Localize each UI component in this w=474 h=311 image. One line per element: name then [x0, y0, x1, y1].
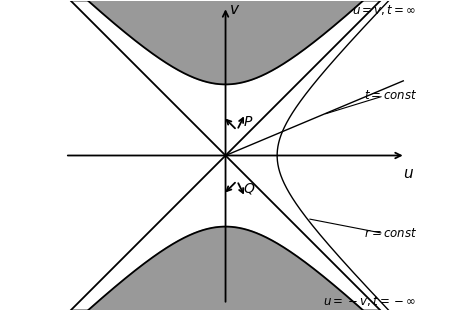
- Text: $t=const$: $t=const$: [364, 89, 417, 102]
- Polygon shape: [71, 227, 380, 310]
- Text: P: P: [244, 115, 252, 129]
- Text: $u=-v, t=-\infty$: $u=-v, t=-\infty$: [323, 294, 416, 308]
- Text: v: v: [230, 2, 239, 17]
- Polygon shape: [71, 1, 380, 84]
- Text: $r=const$: $r=const$: [364, 227, 417, 240]
- Text: $u=v, t=\infty$: $u=v, t=\infty$: [352, 3, 416, 17]
- Text: Q: Q: [244, 182, 255, 196]
- Text: u: u: [403, 166, 413, 181]
